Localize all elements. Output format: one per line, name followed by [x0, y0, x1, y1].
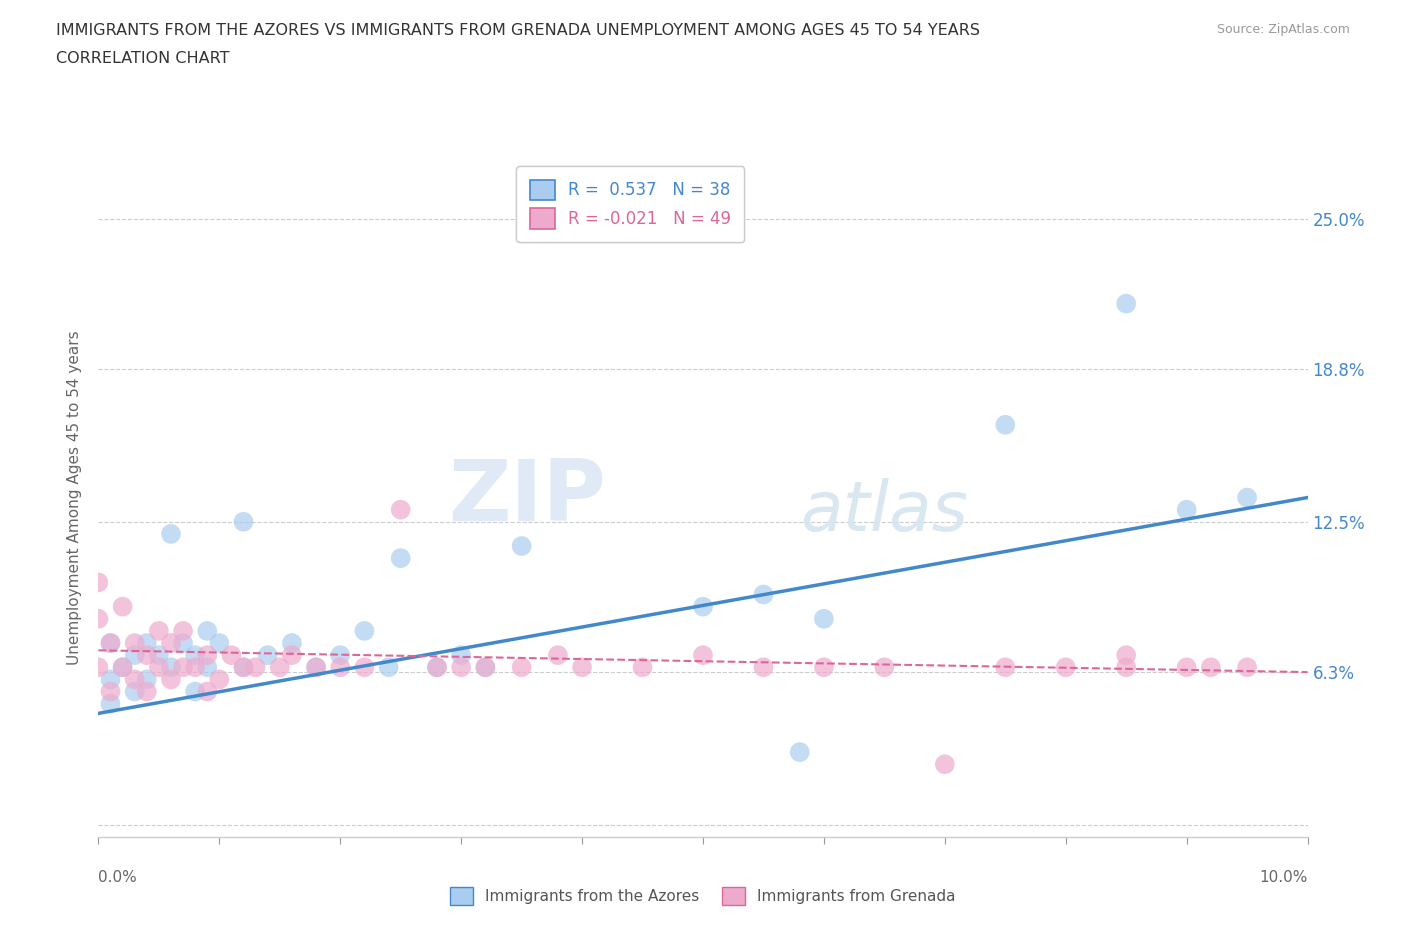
Point	[426, 660, 449, 675]
Point	[124, 647, 146, 662]
Point	[305, 660, 328, 675]
Point	[195, 623, 218, 638]
Point	[172, 660, 194, 675]
Point	[232, 514, 254, 529]
Text: CORRELATION CHART: CORRELATION CHART	[56, 51, 229, 66]
Legend: Immigrants from the Azores, Immigrants from Grenada: Immigrants from the Azores, Immigrants f…	[443, 879, 963, 913]
Point	[692, 599, 714, 614]
Point	[135, 672, 157, 687]
Point	[195, 647, 218, 662]
Point	[450, 660, 472, 675]
Point	[111, 660, 134, 675]
Point	[100, 635, 122, 650]
Point	[184, 660, 207, 675]
Point	[208, 635, 231, 650]
Point	[353, 660, 375, 675]
Point	[692, 647, 714, 662]
Point	[100, 697, 122, 711]
Point	[195, 684, 218, 699]
Point	[474, 660, 496, 675]
Point	[172, 623, 194, 638]
Point	[873, 660, 896, 675]
Point	[160, 526, 183, 541]
Point	[450, 647, 472, 662]
Point	[100, 684, 122, 699]
Point	[353, 623, 375, 638]
Point	[87, 660, 110, 675]
Text: atlas: atlas	[800, 478, 967, 545]
Point	[389, 551, 412, 565]
Point	[269, 660, 291, 675]
Point	[510, 538, 533, 553]
Point	[135, 647, 157, 662]
Point	[87, 611, 110, 626]
Point	[377, 660, 399, 675]
Point	[1236, 490, 1258, 505]
Point	[148, 660, 170, 675]
Point	[1115, 660, 1137, 675]
Y-axis label: Unemployment Among Ages 45 to 54 years: Unemployment Among Ages 45 to 54 years	[67, 330, 83, 665]
Point	[329, 660, 352, 675]
Point	[934, 757, 956, 772]
Point	[245, 660, 267, 675]
Point	[631, 660, 654, 675]
Point	[100, 635, 122, 650]
Point	[256, 647, 278, 662]
Point	[124, 684, 146, 699]
Point	[1199, 660, 1222, 675]
Point	[813, 660, 835, 675]
Point	[1175, 502, 1198, 517]
Point	[232, 660, 254, 675]
Point	[232, 660, 254, 675]
Point	[184, 684, 207, 699]
Point	[426, 660, 449, 675]
Point	[510, 660, 533, 675]
Point	[195, 660, 218, 675]
Point	[208, 672, 231, 687]
Point	[994, 660, 1017, 675]
Point	[135, 684, 157, 699]
Point	[281, 635, 304, 650]
Point	[389, 502, 412, 517]
Point	[135, 635, 157, 650]
Point	[111, 660, 134, 675]
Text: ZIP: ZIP	[449, 456, 606, 539]
Point	[1236, 660, 1258, 675]
Point	[87, 575, 110, 590]
Point	[148, 623, 170, 638]
Point	[1054, 660, 1077, 675]
Point	[111, 599, 134, 614]
Point	[994, 418, 1017, 432]
Point	[124, 635, 146, 650]
Text: 0.0%: 0.0%	[98, 870, 138, 884]
Point	[124, 672, 146, 687]
Point	[305, 660, 328, 675]
Point	[752, 587, 775, 602]
Point	[571, 660, 593, 675]
Text: Source: ZipAtlas.com: Source: ZipAtlas.com	[1216, 23, 1350, 36]
Legend: R =  0.537   N = 38, R = -0.021   N = 49: R = 0.537 N = 38, R = -0.021 N = 49	[516, 166, 744, 242]
Point	[1175, 660, 1198, 675]
Point	[160, 635, 183, 650]
Point	[329, 647, 352, 662]
Point	[752, 660, 775, 675]
Point	[813, 611, 835, 626]
Point	[474, 660, 496, 675]
Text: IMMIGRANTS FROM THE AZORES VS IMMIGRANTS FROM GRENADA UNEMPLOYMENT AMONG AGES 45: IMMIGRANTS FROM THE AZORES VS IMMIGRANTS…	[56, 23, 980, 38]
Point	[148, 647, 170, 662]
Point	[184, 647, 207, 662]
Point	[789, 745, 811, 760]
Point	[221, 647, 243, 662]
Point	[160, 672, 183, 687]
Point	[281, 647, 304, 662]
Text: 10.0%: 10.0%	[1260, 870, 1308, 884]
Point	[160, 660, 183, 675]
Point	[547, 647, 569, 662]
Point	[100, 672, 122, 687]
Point	[172, 635, 194, 650]
Point	[1115, 647, 1137, 662]
Point	[1115, 296, 1137, 311]
